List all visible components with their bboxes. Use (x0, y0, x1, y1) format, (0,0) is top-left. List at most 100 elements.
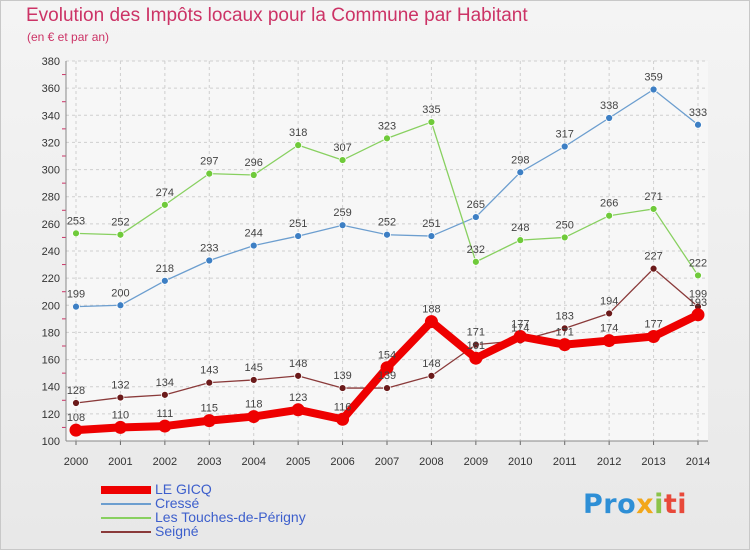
data-point (291, 403, 305, 417)
data-point (205, 169, 214, 178)
data-label: 145 (245, 362, 263, 374)
data-point (160, 276, 169, 285)
data-label: 177 (644, 319, 662, 331)
data-point (72, 399, 80, 407)
data-point (471, 213, 480, 221)
y-tick-label: 320 (42, 137, 60, 149)
data-point (649, 264, 658, 273)
y-tick-label: 260 (42, 219, 60, 231)
data-label: 251 (289, 218, 307, 230)
data-label: 222 (689, 257, 707, 269)
data-point (649, 85, 658, 94)
x-tick-label: 2012 (597, 456, 621, 468)
data-label: 188 (422, 304, 440, 316)
y-tick-label: 100 (42, 436, 60, 448)
grid (66, 60, 708, 442)
data-point (427, 118, 436, 126)
data-label: 252 (378, 217, 396, 229)
data-point (338, 384, 347, 392)
chart-subtitle: (en € et par an) (27, 30, 110, 44)
data-point (471, 340, 480, 349)
legend-label: Cressé (155, 495, 200, 511)
data-point (605, 309, 614, 318)
legend-swatch (101, 517, 151, 519)
y-tick-label: 360 (42, 83, 60, 95)
x-tick-label: 2007 (375, 456, 399, 468)
data-label: 248 (511, 222, 529, 234)
y-tick-label: 380 (42, 56, 60, 68)
data-label: 253 (67, 215, 85, 227)
data-point (338, 221, 347, 230)
data-labels: 199 200 218 233 244 251 259 252 251 265 298 317 338 3… (67, 72, 707, 425)
data-point (249, 171, 258, 179)
data-label: 274 (156, 187, 174, 199)
y-tick-label: 240 (42, 246, 60, 258)
data-point (336, 412, 350, 426)
data-label: 148 (422, 358, 440, 370)
data-point (160, 390, 169, 399)
data-label: 111 (156, 408, 173, 420)
data-label: 193 (689, 297, 707, 309)
data-label: 139 (378, 370, 396, 382)
data-label: 338 (600, 100, 618, 112)
x-tick-label: 2002 (153, 456, 177, 468)
data-label: 171 (467, 327, 485, 339)
data-point (424, 315, 438, 329)
data-label: 174 (600, 323, 618, 335)
y-tick-label: 160 (42, 355, 60, 367)
data-point (560, 233, 569, 242)
x-tick-label: 2013 (641, 456, 665, 468)
data-label: 232 (467, 244, 485, 256)
x-tick-label: 2009 (464, 456, 488, 468)
data-point (294, 371, 303, 380)
legend-label: Seigné (155, 523, 199, 539)
data-point (471, 257, 480, 266)
x-tick-label: 2004 (241, 456, 265, 468)
data-label: 108 (67, 412, 85, 424)
data-point (69, 423, 83, 437)
data-label: 318 (289, 127, 307, 139)
data-point (649, 205, 658, 213)
data-label: 297 (200, 156, 218, 168)
data-point (294, 141, 303, 150)
data-label: 123 (289, 392, 307, 404)
data-point (694, 271, 702, 280)
legend-swatch (101, 486, 151, 494)
data-label: 143 (200, 365, 218, 377)
data-label: 298 (511, 154, 529, 166)
x-tick-label: 2010 (508, 456, 532, 468)
data-label: 227 (644, 251, 662, 263)
data-point (647, 330, 661, 343)
data-point (558, 338, 572, 352)
y-tick-label: 340 (42, 110, 60, 122)
data-label: 177 (511, 319, 529, 331)
data-label: 218 (156, 263, 174, 275)
data-point (249, 241, 258, 250)
data-label: 199 (689, 289, 707, 301)
data-label: 174 (511, 323, 529, 335)
data-label: 233 (200, 243, 218, 255)
data-label: 259 (333, 207, 351, 219)
data-label: 296 (245, 157, 263, 169)
y-tick-label: 200 (42, 300, 60, 312)
x-tick-label: 2005 (286, 456, 310, 468)
data-label: 132 (111, 380, 129, 392)
data-point (427, 232, 436, 240)
data-label: 250 (556, 219, 574, 231)
data-point (560, 142, 569, 151)
legend-swatch (101, 503, 151, 505)
data-point (160, 200, 169, 209)
axes: 100 120 140 160 180 200 220 240 260 280 300 320 340 3… (42, 56, 711, 468)
data-label: 115 (201, 403, 219, 415)
legend-swatch (101, 531, 151, 533)
legend-label: Les Touches-de-Périgny (155, 509, 306, 525)
data-label: 251 (422, 218, 440, 230)
data-label: 154 (378, 350, 396, 362)
data-point (247, 410, 261, 424)
y-tick-label: 180 (42, 327, 60, 339)
data-label: 116 (334, 401, 352, 413)
data-point (383, 384, 391, 392)
data-point (113, 420, 127, 434)
x-tick-label: 2011 (553, 456, 577, 468)
